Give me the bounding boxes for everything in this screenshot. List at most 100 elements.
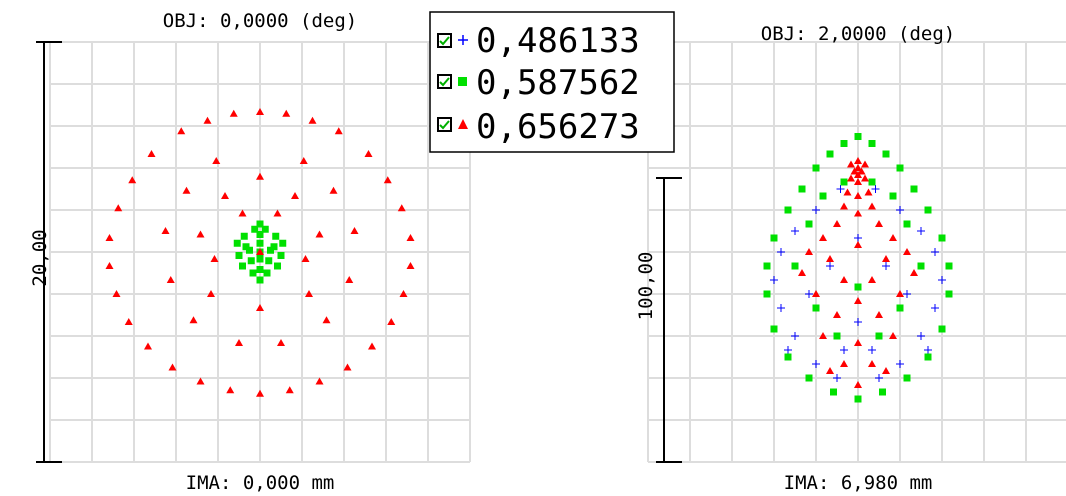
spot-point-triangle — [819, 332, 827, 339]
spot-point-triangle — [854, 339, 862, 346]
spot-point-square — [251, 225, 259, 233]
spot-point-triangle — [221, 192, 229, 199]
spot-point-square — [945, 262, 953, 270]
spot-point-plus — [917, 227, 925, 235]
spot-point-triangle — [399, 290, 408, 297]
spot-point-triangle — [273, 209, 282, 217]
spot-point-square — [763, 290, 771, 298]
legend-label-2: 0,587562 — [476, 63, 640, 103]
spot-point-square — [896, 304, 904, 312]
spot-point-triangle — [875, 220, 883, 227]
spot-point-square — [770, 234, 778, 242]
spot-point-plus — [871, 185, 880, 193]
spot-point-square — [854, 395, 862, 403]
spot-point-triangle — [322, 316, 331, 324]
spot-point-triangle — [868, 360, 876, 367]
spot-point-triangle — [334, 127, 343, 135]
spot-point-triangle — [854, 171, 862, 178]
spot-point-square — [239, 262, 246, 270]
triangle-marker-icon — [458, 119, 468, 129]
spot-point-square — [938, 325, 946, 333]
spot-point-plus — [896, 360, 904, 368]
spot-point-triangle — [177, 127, 186, 135]
spot-point-triangle — [854, 241, 862, 248]
spot-point-square — [889, 192, 897, 200]
spot-point-triangle — [315, 230, 324, 238]
spot-point-plus — [924, 346, 932, 354]
spot-point-plus — [791, 332, 799, 340]
spot-point-triangle — [329, 186, 338, 194]
spot-point-plus — [805, 290, 813, 298]
spot-point-triangle — [256, 172, 264, 180]
spot-point-triangle — [285, 386, 294, 394]
spot-point-plus — [917, 332, 925, 340]
checkbox-icon — [437, 74, 452, 89]
spot-point-plus — [882, 262, 890, 270]
spot-point-square — [272, 232, 280, 240]
spot-point-square — [279, 239, 287, 247]
legend: 0,486133 0,587562 0,656273 — [429, 11, 675, 153]
spot-point-triangle — [229, 109, 238, 117]
spot-point-triangle — [128, 176, 137, 184]
spot-point-triangle — [854, 164, 862, 171]
spot-point-square — [256, 266, 264, 273]
spot-point-triangle — [840, 276, 848, 283]
spot-point-triangle — [840, 202, 848, 210]
spot-point-triangle — [854, 178, 862, 185]
spot-point-triangle — [406, 262, 415, 269]
spot-point-triangle — [847, 174, 855, 182]
spot-point-triangle — [114, 204, 123, 212]
field-image-height-2: IMA: 6,980 mm — [784, 472, 933, 494]
spot-point-triangle — [826, 367, 834, 374]
spot-point-triangle — [850, 167, 859, 175]
spot-point-triangle — [256, 248, 264, 255]
spot-point-square — [256, 239, 264, 247]
spot-point-triangle — [161, 227, 170, 234]
spot-point-triangle — [235, 339, 243, 346]
field-title-1: OBJ: 0,0000 (deg) — [163, 10, 357, 32]
legend-entry-1: 0,486133 — [437, 21, 640, 61]
field-title-2: OBJ: 2,0000 (deg) — [761, 23, 955, 45]
legend-entry-3: 0,656273 — [437, 107, 640, 147]
spot-point-square — [833, 332, 841, 340]
spot-point-plus — [868, 346, 876, 354]
spot-point-triangle — [196, 377, 205, 385]
spot-point-triangle — [854, 192, 862, 199]
spot-point-square — [840, 178, 848, 186]
spot-point-triangle — [819, 234, 827, 241]
scale-bar-1 — [36, 41, 62, 463]
spot-point-square — [763, 262, 771, 270]
spot-point-triangle — [368, 342, 376, 350]
spot-point-square — [830, 388, 837, 396]
spot-point-triangle — [861, 174, 869, 182]
spot-point-square — [903, 220, 911, 228]
spot-point-square — [256, 231, 264, 238]
scale-bar-2 — [656, 177, 682, 463]
legend-entry-2: 0,587562 — [437, 63, 640, 103]
spot-point-triangle — [798, 269, 806, 276]
spot-point-square — [938, 234, 946, 242]
spot-point-triangle — [889, 332, 897, 339]
spot-point-triangle — [308, 116, 317, 124]
spot-point-square — [903, 374, 911, 382]
spot-point-square — [840, 140, 848, 147]
spot-point-triangle — [903, 248, 911, 255]
spot-point-plus — [777, 248, 785, 256]
spot-point-square — [246, 246, 253, 254]
spot-point-square — [896, 164, 904, 172]
spot-point-triangle — [207, 290, 215, 297]
spot-point-square — [924, 353, 932, 361]
spot-point-triangle — [301, 255, 310, 262]
spot-diagram-field-2: 100,00 OBJ: 2,0000 (deg) IMA: 6,980 mm — [635, 23, 1066, 494]
spot-point-triangle — [805, 248, 813, 255]
spot-point-plus — [826, 262, 834, 270]
spot-point-plus — [777, 304, 785, 312]
spot-point-square — [263, 269, 271, 277]
spot-point-triangle — [105, 262, 114, 269]
spot-point-square — [791, 262, 799, 270]
spot-point-square — [256, 255, 264, 263]
spot-point-square — [805, 220, 813, 228]
plus-marker-icon — [458, 35, 468, 45]
spot-point-triangle — [843, 188, 852, 196]
